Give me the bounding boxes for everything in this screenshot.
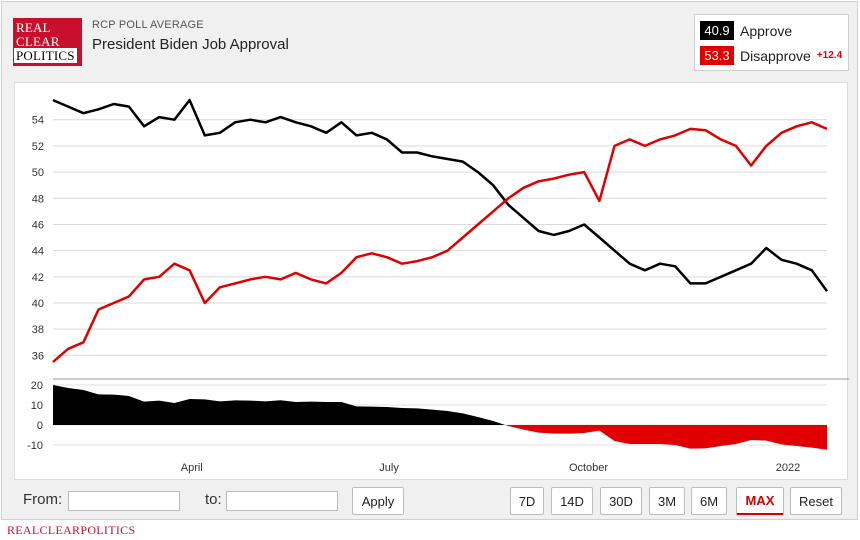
spread-y-tick-0: 0 [37, 420, 43, 432]
legend-approve: 40.9 Approve [700, 20, 792, 41]
spread-value: +12.4 [816, 50, 843, 61]
range-button-max[interactable]: MAX [736, 487, 784, 515]
range-button-7d[interactable]: 7D [510, 487, 544, 515]
approve-label: Approve [740, 22, 793, 39]
chart-widget: REAL CLEAR POLITICS RCP POLL AVERAGE Pre… [1, 1, 858, 520]
to-label: to: [205, 491, 222, 508]
x-tick-april: April [181, 462, 203, 474]
chart-header: REAL CLEAR POLITICS RCP POLL AVERAGE Pre… [2, 2, 859, 82]
disapprove-value: 53.3 [700, 46, 734, 65]
chart-eyebrow: RCP POLL AVERAGE [92, 19, 204, 31]
apply-button[interactable]: Apply [352, 487, 404, 515]
spread-area-negative-1[interactable] [505, 425, 827, 450]
x-tick-july: July [379, 462, 399, 474]
from-date-input[interactable] [68, 491, 180, 511]
y-tick-48: 48 [32, 193, 44, 205]
spread-area-positive-0[interactable] [53, 385, 506, 425]
y-tick-44: 44 [32, 246, 44, 258]
y-tick-46: 46 [32, 219, 44, 231]
series-line-approve[interactable] [52, 98, 829, 292]
y-tick-42: 42 [32, 272, 44, 284]
legend: 40.9 Approve 53.3 Disapprove +12.4 [694, 14, 849, 71]
y-tick-38: 38 [32, 324, 44, 336]
series-line-disapprove[interactable] [52, 121, 828, 363]
plot-area[interactable]: 36 38 40 42 44 46 48 50 52 54 20 10 0 -10 April July Oct… [14, 82, 849, 481]
spread-y-tick-10: 10 [31, 400, 43, 412]
from-label: From: [23, 491, 63, 508]
chart-svg[interactable]: 36 38 40 42 44 46 48 50 52 54 20 10 0 -10 April July Oct… [15, 83, 849, 481]
x-tick-october: October [569, 462, 608, 474]
range-button-reset[interactable]: Reset [790, 487, 842, 515]
y-tick-50: 50 [32, 167, 44, 179]
to-date-input[interactable] [226, 491, 338, 511]
range-controls: From: to: Apply 7D 14D 30D 3M 6M MAX Reset [2, 485, 859, 519]
range-button-30d[interactable]: 30D [600, 487, 642, 515]
spread-y-tick-20: 20 [31, 380, 43, 392]
spread-y-tick--10: -10 [27, 440, 43, 452]
y-tick-54: 54 [32, 115, 44, 127]
disapprove-label: Disapprove [740, 47, 811, 64]
range-button-14d[interactable]: 14D [551, 487, 593, 515]
legend-disapprove: 53.3 Disapprove +12.4 [700, 45, 842, 66]
y-tick-36: 36 [32, 350, 44, 362]
chart-title: President Biden Job Approval [92, 36, 289, 53]
y-tick-40: 40 [32, 298, 44, 310]
x-tick-2022: 2022 [776, 462, 800, 474]
range-button-3m[interactable]: 3M [649, 487, 685, 515]
approve-value: 40.9 [700, 21, 734, 40]
footer-brand: REALCLEARPOLITICS [7, 523, 136, 537]
range-button-6m[interactable]: 6M [691, 487, 727, 515]
y-tick-52: 52 [32, 141, 44, 153]
rcp-logo[interactable]: REAL CLEAR POLITICS [13, 18, 82, 66]
